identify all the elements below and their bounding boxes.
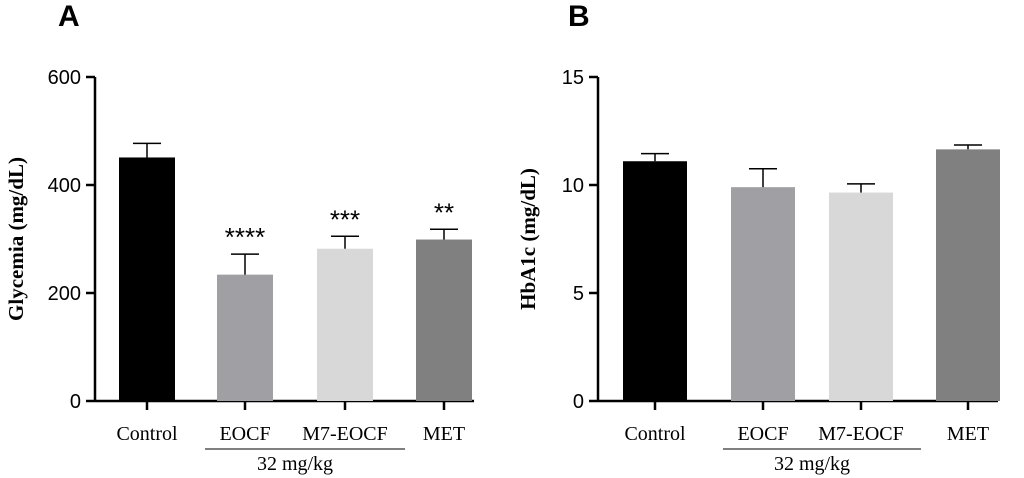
y-tick-label: 400 [48, 175, 81, 197]
bar-met [416, 239, 472, 401]
category-label: EOCF [737, 423, 788, 445]
significance-label: **** [225, 222, 265, 252]
category-label: Control [116, 423, 178, 445]
y-tick-label: 0 [573, 391, 584, 413]
y-tick-label: 10 [562, 175, 584, 197]
category-label: MET [423, 423, 465, 445]
panel-b-letter: B [568, 0, 590, 33]
y-tick-label: 5 [573, 283, 584, 305]
category-label: M7-EOCF [818, 423, 904, 445]
y-axis-title: Glycemia (mg/dL) [4, 157, 28, 321]
category-label: Control [624, 423, 686, 445]
bar-control [119, 157, 175, 401]
bar-m7-eocf [829, 192, 893, 401]
y-tick-label: 600 [48, 67, 81, 89]
bar-control [623, 161, 687, 401]
y-axis-title: HbA1c (mg/dL) [516, 168, 540, 310]
panel-b-hba1c-chart: 0 5 10 15 Control EOCF M7-EOCF MET 32 mg/kg HbA1c… [516, 67, 1000, 475]
y-tick-label: 15 [562, 67, 584, 89]
group-label: 32 mg/kg [774, 453, 850, 475]
category-label: M7-EOCF [302, 423, 388, 445]
bar-eocf [217, 274, 273, 401]
bar-eocf [731, 187, 795, 401]
y-tick-label: 200 [48, 283, 81, 305]
y-tick-label: 0 [70, 391, 81, 413]
group-label: 32 mg/kg [257, 453, 333, 475]
panel-a-letter: A [58, 0, 80, 33]
panel-a-glycemia-chart: 0 200 400 600 Control **** EOCF *** M7-EOCF ** MET… [4, 67, 474, 475]
category-label: MET [947, 423, 989, 445]
significance-label: ** [434, 197, 454, 227]
category-label: EOCF [219, 423, 270, 445]
bar-m7-eocf [317, 248, 373, 401]
significance-label: *** [330, 204, 360, 234]
bar-met [936, 149, 1000, 401]
